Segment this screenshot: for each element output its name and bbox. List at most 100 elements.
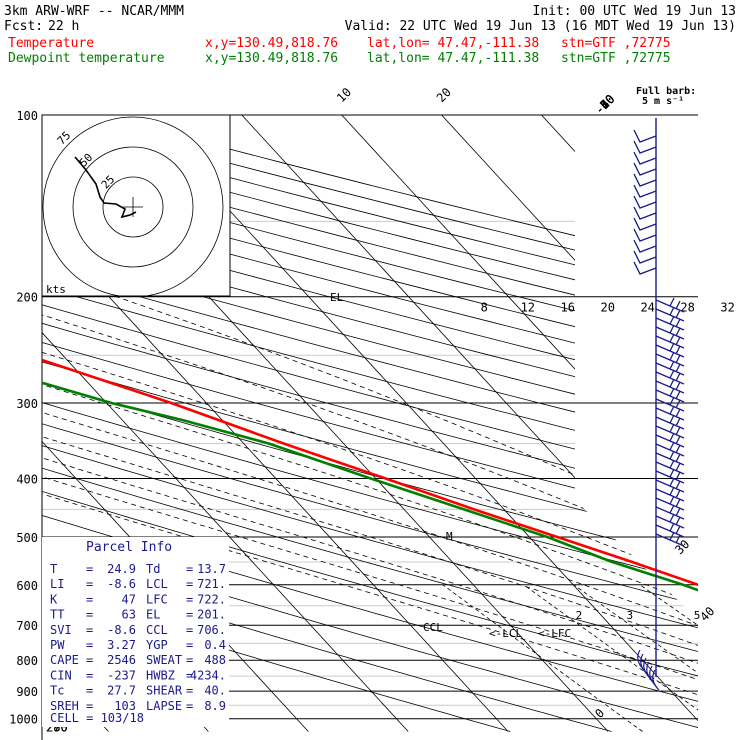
parcel-key-1: CAPE bbox=[50, 653, 79, 667]
dewpoint-legend-latlon: lat,lon= 47.47,-111.38 bbox=[367, 51, 539, 66]
parcel-value-2: 4234. bbox=[190, 668, 226, 682]
barb-legend-title: Full barb: bbox=[636, 86, 696, 97]
pressure-label: 1000 bbox=[9, 713, 38, 727]
barb-legend-value: 5 m s⁻¹ bbox=[642, 96, 684, 107]
parcel-key-2: LFC bbox=[146, 592, 168, 606]
parcel-eq: = bbox=[186, 562, 193, 576]
pressure-label: 800 bbox=[16, 654, 38, 668]
parcel-key-1: PW bbox=[50, 638, 65, 652]
mixing-ratio-label: 3 bbox=[627, 609, 634, 622]
wind-barb bbox=[633, 261, 657, 275]
dry-adiabat-line bbox=[42, 592, 511, 732]
dewpoint-legend-xy: x,y=130.49,818.76 bbox=[205, 51, 338, 66]
level-annotation: EL bbox=[330, 291, 344, 304]
parcel-value-2: 722. bbox=[197, 592, 226, 606]
moist-adiabat-line bbox=[42, 436, 698, 646]
mixing-ratio-label: 5 bbox=[694, 609, 701, 622]
level-annotation: <-LCL bbox=[489, 627, 522, 640]
isotherm-label: 10 bbox=[334, 85, 354, 105]
isotherm-label: 20 bbox=[434, 85, 454, 105]
moist-adiabat-line bbox=[42, 412, 698, 627]
wind-barb bbox=[633, 173, 657, 187]
dry-adiabat-line bbox=[42, 251, 698, 426]
parcel-value-1: 27.7 bbox=[107, 684, 136, 698]
parcel-value-1: 2546 bbox=[107, 653, 136, 667]
isotherm-line bbox=[441, 115, 698, 395]
dry-adiabat-line bbox=[42, 234, 698, 408]
temperature-tick-label: 16 bbox=[561, 301, 575, 315]
parcel-key-2: YGP bbox=[146, 638, 168, 652]
wind-barb bbox=[633, 184, 657, 198]
parcel-cell: CELL = 103/18 bbox=[50, 711, 144, 725]
wind-barb bbox=[633, 140, 657, 154]
parcel-key-1: LI bbox=[50, 577, 64, 591]
model-title: 3km ARW-WRF -- NCAR/MMM bbox=[4, 4, 184, 19]
mixing-ratio-line bbox=[442, 584, 643, 732]
plot-cutoff bbox=[575, 115, 698, 740]
parcel-eq: = bbox=[186, 638, 193, 652]
pressure-label: 200 bbox=[16, 291, 38, 305]
level-annotation: CCL bbox=[423, 621, 443, 634]
parcel-value-1: 63 bbox=[122, 608, 136, 622]
parcel-value-2: 706. bbox=[197, 623, 226, 637]
parcel-eq: = bbox=[186, 592, 193, 606]
pressure-label: 300 bbox=[16, 397, 38, 411]
parcel-eq: = bbox=[186, 684, 193, 698]
dry-adiabat-line bbox=[42, 514, 698, 702]
valid-time: Valid: 22 UTC Wed 19 Jun 13 (16 MDT Wed … bbox=[345, 19, 736, 34]
parcel-eq: = bbox=[186, 608, 193, 622]
parcel-value-1: -8.6 bbox=[107, 623, 136, 637]
parcel-key-2: SHEAR bbox=[146, 684, 183, 698]
parcel-key-2: EL bbox=[146, 608, 160, 622]
parcel-key-2: SWEAT bbox=[146, 653, 182, 667]
parcel-eq: = bbox=[86, 638, 93, 652]
wind-barb bbox=[633, 239, 657, 253]
parcel-value-2: 201. bbox=[197, 608, 226, 622]
parcel-eq: = bbox=[186, 653, 193, 667]
dry-adiabat-line bbox=[42, 286, 698, 462]
parcel-key-2: LCL bbox=[146, 577, 168, 591]
pressure-label: 100 bbox=[16, 109, 38, 123]
dry-adiabat-line bbox=[42, 423, 698, 606]
wind-barb bbox=[633, 228, 657, 242]
wind-barb bbox=[633, 195, 657, 209]
parcel-key-1: TT bbox=[50, 608, 64, 622]
parcel-key-2: HWBZ bbox=[146, 668, 175, 682]
moist-adiabat-line bbox=[42, 493, 698, 696]
parcel-eq: = bbox=[186, 577, 193, 591]
wind-barb bbox=[633, 206, 657, 220]
level-annotation: <-LFC bbox=[538, 627, 571, 640]
parcel-value-1: 47 bbox=[122, 592, 136, 606]
temperature-tick-label: 8 bbox=[481, 301, 488, 315]
parcel-value-2: 40. bbox=[204, 684, 226, 698]
parcel-eq: = bbox=[86, 608, 93, 622]
parcel-eq: = bbox=[86, 684, 93, 698]
parcel-key-1: Tc bbox=[50, 684, 64, 698]
dry-adiabat-line bbox=[42, 445, 698, 629]
hodograph-ring-50 bbox=[72, 146, 194, 268]
parcel-eq: = bbox=[86, 562, 93, 576]
dry-adiabat-line bbox=[42, 304, 698, 481]
parcel-eq: = bbox=[86, 592, 93, 606]
wind-barb bbox=[655, 531, 685, 547]
temperature-legend-latlon: lat,lon= 47.47,-111.38 bbox=[367, 36, 539, 51]
hodograph-units: kts bbox=[46, 283, 66, 296]
parcel-eq: = bbox=[86, 668, 93, 682]
init-time: Init: 00 UTC Wed 19 Jun 13 bbox=[533, 4, 737, 19]
hodograph: 25 50 75 kts bbox=[41, 114, 231, 297]
mixing-ratio-line bbox=[639, 584, 698, 626]
parcel-eq: = bbox=[86, 699, 93, 713]
pressure-label: 600 bbox=[16, 579, 38, 593]
isotherm-line bbox=[141, 115, 698, 722]
hodograph-trace bbox=[74, 156, 137, 219]
temperature-curve bbox=[42, 358, 698, 587]
temperature-legend-station: stn=GTF ,72775 bbox=[561, 36, 671, 51]
isotherm-label: -10 bbox=[592, 92, 617, 117]
temperature-legend-xy: x,y=130.49,818.76 bbox=[205, 36, 338, 51]
forecast-label: Fcst: bbox=[4, 19, 43, 34]
forecast-hour: 22 h bbox=[48, 19, 79, 34]
dewpoint-legend-label: Dewpoint temperature bbox=[8, 51, 165, 66]
level-annotation: M bbox=[446, 530, 453, 543]
dry-adiabat-line bbox=[42, 341, 698, 520]
parcel-info-panel: Parcel Info T = 24.9 Td = 13.7 LI = -8.6 LCL = 721.… bbox=[42, 537, 229, 727]
